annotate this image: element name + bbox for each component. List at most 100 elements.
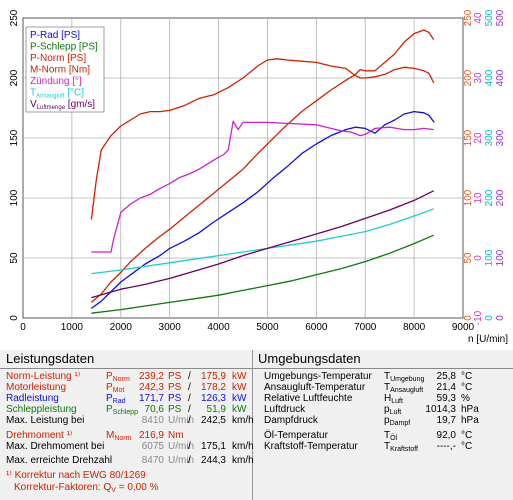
chart-series xyxy=(90,29,435,314)
legend-entry: P-Rad [PS] xyxy=(30,30,80,41)
legend-entry: P-Schlepp [PS] xyxy=(30,42,98,53)
leistung-value-1: 171,7 xyxy=(138,393,164,404)
x-tick-label: 3000 xyxy=(159,322,182,333)
umgebung-label: Relative Luftfeuchte xyxy=(264,393,353,404)
right-axis-tick-luftmenge: 200 xyxy=(495,189,506,206)
leistung-value-1: 8410 xyxy=(141,415,164,426)
right-axis-tick-temp: 0 xyxy=(463,315,474,321)
umgebung-row: Ansaugluft-Temperatur TAnsaugluft 21,4 °C xyxy=(0,382,513,394)
umgebung-row: Relative Luftfeuchte HLuft 59,3% xyxy=(0,393,513,405)
leistung-row: Radleistung PRad 171,7 PS / 126,3 kW xyxy=(0,393,252,405)
leistung-unit-1: PS xyxy=(168,393,182,404)
leistung-row: Max. erreichte Drehzahl 8470 U/min/ 244,3 km… xyxy=(0,455,254,467)
y-tick-label: 250 xyxy=(9,9,20,26)
series-line-v-luftmenge xyxy=(91,190,434,299)
right-axis-tick-temp: 100 xyxy=(463,189,474,206)
legend-box xyxy=(25,26,105,113)
leistung-value-2: 242,5 xyxy=(200,415,226,426)
umgebung-value: 1014,3 xyxy=(425,404,456,415)
leistung-unit-2: km/h xyxy=(232,441,254,452)
right-axis-tick-luftmenge: 400 xyxy=(495,69,506,86)
right-axis-tick-hum: 100 xyxy=(484,249,495,266)
umgebung-value: 59,3 xyxy=(436,393,456,404)
leistung-symbol: PRad xyxy=(106,393,126,405)
leistung-unit-1: U/min xyxy=(168,415,195,426)
umgebung-symbol: pLuft xyxy=(384,404,402,416)
leistung-unit-1: PS xyxy=(168,382,182,393)
series-line-z-ndung xyxy=(91,120,434,253)
umgebung-value: 21,4 xyxy=(436,382,456,393)
leistung-value-2: 175,1 xyxy=(200,441,226,452)
leistung-value-2: 175,9 xyxy=(200,371,226,382)
leistung-value-2: 126,3 xyxy=(200,393,226,404)
leistung-label: Radleistung xyxy=(6,393,59,404)
right-axis-tick-luftmenge: 500 xyxy=(495,9,506,26)
y-tick-label: 50 xyxy=(9,252,20,264)
leistung-unit-2: kW xyxy=(232,404,247,415)
leistung-sep: / xyxy=(188,393,191,404)
leistung-unit-2: kW xyxy=(232,382,247,393)
umgebung-symbol: TAnsaugluft xyxy=(384,382,424,394)
x-tick-label: 8000 xyxy=(403,322,426,333)
x-tick-label: 4000 xyxy=(207,322,230,333)
y-tick-label: 200 xyxy=(9,69,20,86)
y-tick-label: 150 xyxy=(9,129,20,146)
leistung-sep: / xyxy=(188,371,191,382)
umgebung-row: Dampfdruck pDampf 19,7 hPa xyxy=(0,415,513,427)
right-axis-tick-temp: 50 xyxy=(463,252,474,264)
x-tick-label: 5000 xyxy=(256,322,279,333)
leistung-unit-1: U/min xyxy=(168,441,195,452)
leistung-value-1: 239,2 xyxy=(138,371,164,382)
legend-entry: Zündung [°] xyxy=(30,76,82,87)
umgebung-value: 19,7 xyxy=(436,415,456,426)
right-axis-tick-hum: 400 xyxy=(484,69,495,86)
umgebung-symbol: TUmgebung xyxy=(384,371,425,383)
footnote-correction: ¹⁾ Korrektur nach EWG 80/1269 xyxy=(6,470,146,481)
leistung-sep: / xyxy=(188,441,191,452)
leistung-value-2: 51,9 xyxy=(206,404,226,415)
leistung-sep: / xyxy=(188,404,191,415)
x-tick-label: 0 xyxy=(20,322,26,333)
right-axis-tick-hum: 0 xyxy=(484,315,495,321)
chart-axes: 0 1000 2000 3000 4000 5000 6000 7000 8000 9000050… xyxy=(9,9,508,345)
umgebung-unit: °C xyxy=(461,441,473,452)
umgebung-label: Kraftstoff-Temperatur xyxy=(264,441,358,452)
umgebung-value: ----,- xyxy=(436,441,456,452)
right-axis-tick-temp: 150 xyxy=(463,129,474,146)
leistung-sep: / xyxy=(188,415,191,426)
x-tick-label: 9000 xyxy=(452,322,475,333)
leistung-row: Max. Leistung bei 8410 U/min/ 242,5 km/h xyxy=(0,415,254,427)
leistung-symbol: MNorm xyxy=(106,430,132,442)
leistung-unit-1: Nm xyxy=(168,430,184,441)
leistung-unit-2: kW xyxy=(232,393,247,404)
right-axis-tick-luftmenge: 300 xyxy=(495,129,506,146)
umgebung-unit: hPa xyxy=(461,415,479,426)
legend-entry: P-Norm [PS] xyxy=(30,53,86,64)
x-tick-label: 2000 xyxy=(110,322,133,333)
leistung-value-2: 178,2 xyxy=(200,382,226,393)
umgebung-symbol: TKraftstoff xyxy=(384,441,418,453)
umgebung-row: Luftdruck pLuft 1014,3 hPa xyxy=(0,404,513,416)
series-line-p-rad xyxy=(91,110,435,309)
umgebung-value: 92,0 xyxy=(436,430,456,441)
leistung-label: Schleppleistung xyxy=(6,404,77,415)
legend-entry: M-Norm [Nm] xyxy=(30,65,90,76)
leistung-value-1: 216,9 xyxy=(138,430,164,441)
leistung-value-1: 6075 xyxy=(141,441,164,452)
umgebung-label: Öl-Temperatur xyxy=(264,430,328,441)
header-divider xyxy=(0,368,513,369)
leistung-label: Norm-Leistung ¹⁾ xyxy=(6,371,81,382)
leistung-value-1: 8470 xyxy=(141,455,164,466)
dyno-chart: 0 1000 2000 3000 4000 5000 6000 7000 8000 9000050… xyxy=(9,9,508,345)
right-axis-tick-luftmenge: 100 xyxy=(495,249,506,266)
umgebung-label: Ansaugluft-Temperatur xyxy=(264,382,366,393)
legend-entry: VLuftmenge [gm/s] xyxy=(30,99,95,111)
y-tick-label: 100 xyxy=(9,189,20,206)
leistung-label: Max. erreichte Drehzahl xyxy=(6,455,113,466)
umgebung-unit: °C xyxy=(461,430,473,441)
legend-entry: TAnsaugluft [°C] xyxy=(30,88,84,100)
umgebung-unit: hPa xyxy=(461,404,479,415)
leistung-label: Motorleistung xyxy=(6,382,67,393)
umgebung-value: 25,8 xyxy=(436,371,456,382)
leistung-value-1: 70,6 xyxy=(144,404,164,415)
